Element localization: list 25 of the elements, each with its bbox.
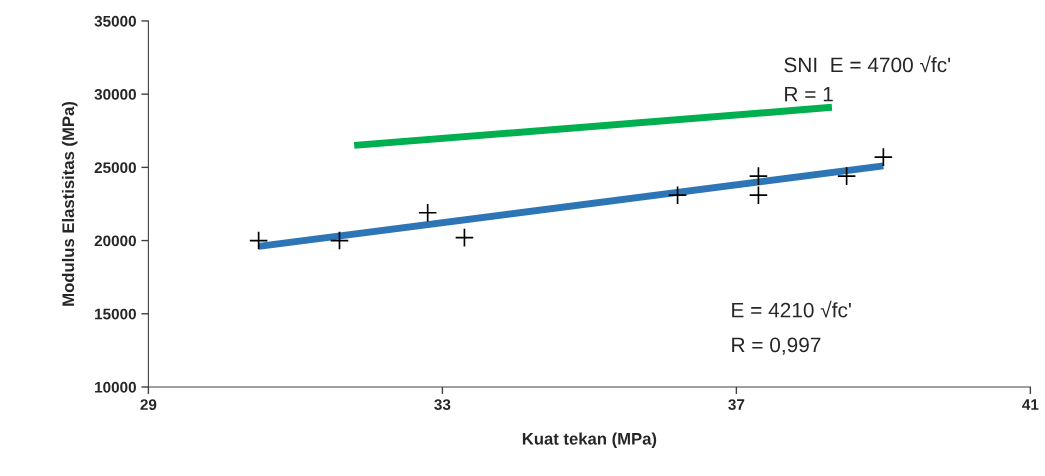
x-tick-label: 41 <box>1022 399 1039 410</box>
point <box>249 230 269 251</box>
x-axis-title: Kuat tekan (MPa) <box>522 432 657 449</box>
point <box>329 230 350 251</box>
annotation: E = 4210 √fc' <box>732 300 851 318</box>
x-tick-label: 37 <box>728 399 745 411</box>
point <box>748 185 769 205</box>
y-tick-label: 30000 <box>94 89 136 100</box>
x-tick-label: 29 <box>140 399 157 411</box>
point <box>748 166 769 186</box>
y-tick-label: 25000 <box>94 162 136 174</box>
annotation: SNI E = 4700 √fc' <box>784 55 951 73</box>
x-tick-label: 33 <box>434 399 451 411</box>
y-axis-title: Modulus Elastisitas (MPa) <box>61 101 78 306</box>
annotation: R = 0,997 <box>732 337 821 355</box>
y-tick-label: 10000 <box>95 381 136 393</box>
y-tick-label: 15000 <box>95 308 136 320</box>
point <box>837 166 857 186</box>
point <box>454 228 475 248</box>
point <box>667 185 688 205</box>
point <box>873 147 893 167</box>
y-tick-label: 35000 <box>94 15 136 27</box>
point <box>418 203 438 223</box>
annotation: R = 1 <box>785 87 833 102</box>
y-tick-label: 20000 <box>94 235 136 247</box>
